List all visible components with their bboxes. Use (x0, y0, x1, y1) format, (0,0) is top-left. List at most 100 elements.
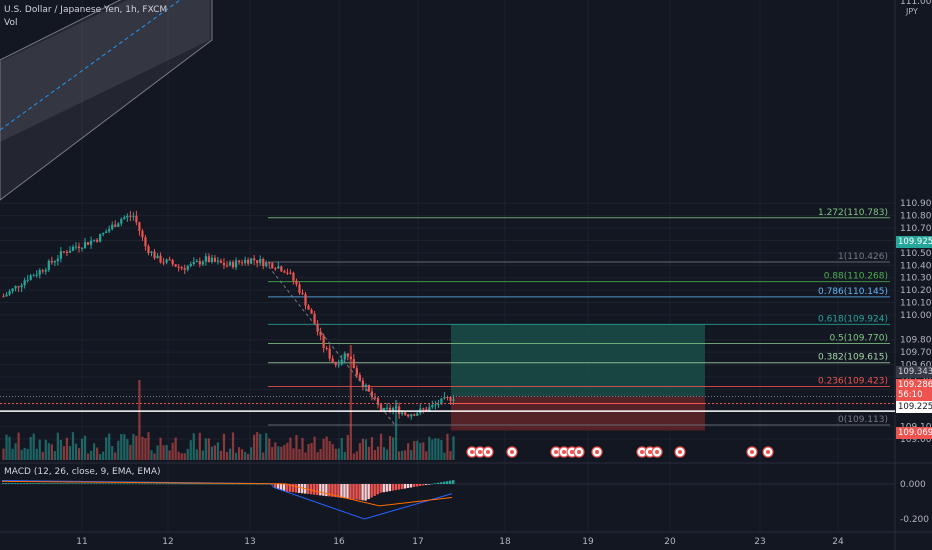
macd-histogram-bar (310, 484, 313, 495)
macd-histogram-bar (44, 483, 47, 484)
volume-bar (204, 438, 207, 460)
volume-bar (105, 437, 108, 460)
candle-body (395, 406, 398, 408)
macd-histogram-bar (159, 483, 162, 485)
candle-body (114, 224, 117, 227)
candle-body (413, 414, 416, 416)
volume-bar (322, 438, 325, 460)
candle-body (213, 257, 217, 262)
economic-event-icon (482, 446, 494, 458)
volume-bar (431, 439, 434, 460)
macd-histogram-bar (5, 483, 8, 484)
macd-histogram-bar (243, 483, 247, 485)
candle-body (437, 404, 440, 406)
macd-histogram-bar (171, 483, 174, 485)
candle-body (147, 246, 150, 254)
macd-histogram-bar (119, 483, 123, 485)
candle-body (422, 408, 425, 410)
macd-histogram-bar (137, 483, 141, 485)
economic-events[interactable] (466, 446, 774, 458)
event-dot (562, 450, 566, 454)
candle-body (74, 246, 78, 248)
candle-body (280, 266, 283, 272)
macd-histogram-bar (451, 480, 455, 484)
candle-body (135, 215, 138, 223)
macd-histogram-bar (282, 484, 286, 491)
volume-bar (340, 438, 343, 460)
candle-body (47, 260, 50, 270)
macd-histogram-bar (388, 484, 391, 492)
macd-histogram-bar (237, 483, 240, 485)
candle-body (404, 412, 407, 415)
candle-body (186, 266, 189, 270)
candle-body (159, 255, 162, 263)
macd-histogram-bar (297, 484, 301, 493)
target-price-tag: 109.925 (896, 236, 932, 248)
candle-body (398, 406, 401, 414)
volume-bar (32, 433, 35, 460)
volume-bar (147, 432, 150, 460)
position-zones[interactable] (451, 324, 705, 431)
x-tick-label: 20 (664, 537, 676, 547)
fib-label: 0.786(110.145) (818, 287, 888, 297)
volume-bar (358, 443, 361, 460)
volume-bar (71, 432, 75, 460)
candle-body (89, 240, 93, 245)
candle-body (23, 280, 26, 286)
candle-body (304, 294, 307, 306)
volume-bar (50, 444, 53, 460)
volume-bar (35, 448, 38, 460)
volume-bar (419, 442, 422, 460)
volume-bar (83, 435, 87, 460)
macd-histogram-bar (62, 483, 65, 484)
macd-histogram-bar (68, 483, 71, 484)
macd-histogram-bar (32, 483, 35, 484)
y-tick-label: 110.400 (900, 261, 932, 271)
volume-bar (376, 446, 380, 460)
macd-histogram-bar (255, 483, 259, 485)
economic-event-icon (762, 446, 774, 458)
macd-histogram-bar (146, 483, 150, 485)
volume-bar (307, 444, 310, 460)
candle-body (228, 261, 232, 266)
candle-body (382, 407, 386, 411)
volume-bar (23, 447, 26, 460)
macd-histogram-bar (189, 483, 192, 485)
macd-histogram-bar (406, 484, 410, 489)
candle-body (446, 396, 449, 398)
volume-bar (271, 446, 274, 460)
macd-label[interactable]: MACD (12, 26, close, 9, EMA, EMA) (4, 467, 161, 477)
candle-body (334, 361, 337, 365)
volume-bar (174, 437, 177, 460)
regression-channel[interactable] (0, 0, 213, 201)
y-tick-label: 110.700 (900, 224, 932, 234)
macd-histogram-bar (436, 482, 440, 484)
volume-bar (449, 451, 452, 460)
macd-histogram-bar (421, 484, 425, 486)
candle-body (328, 348, 331, 359)
fib-anchor-line (264, 261, 396, 426)
macd-histogram-bar (192, 483, 195, 485)
fibonacci-levels[interactable]: 1.272(110.783) 1(110.426) 0.88(110.268) 0.7… (268, 208, 890, 426)
macd-histogram-bar (35, 483, 38, 484)
macd-histogram-bar (38, 483, 41, 484)
volume-bar (201, 450, 204, 460)
candle-body (165, 259, 168, 263)
candle-body (292, 272, 295, 281)
candle-body (198, 261, 201, 265)
macd-histogram-bar (140, 483, 144, 485)
candle-body (331, 358, 334, 362)
macd-histogram-bar (128, 483, 132, 485)
symbol-title[interactable]: U.S. Dollar / Japanese Yen, 1h, FXCM (4, 5, 168, 15)
candle-body (373, 397, 377, 399)
macd-histogram-bar (216, 483, 219, 485)
x-tick-label: 13 (244, 537, 255, 547)
macd-histogram-bar (258, 483, 262, 485)
macd-histogram-bar (400, 484, 404, 490)
volume-bar (446, 433, 449, 460)
candle-body (26, 279, 29, 281)
candle-body (17, 286, 20, 288)
volume-bar (440, 439, 443, 460)
candle-body (80, 247, 84, 249)
